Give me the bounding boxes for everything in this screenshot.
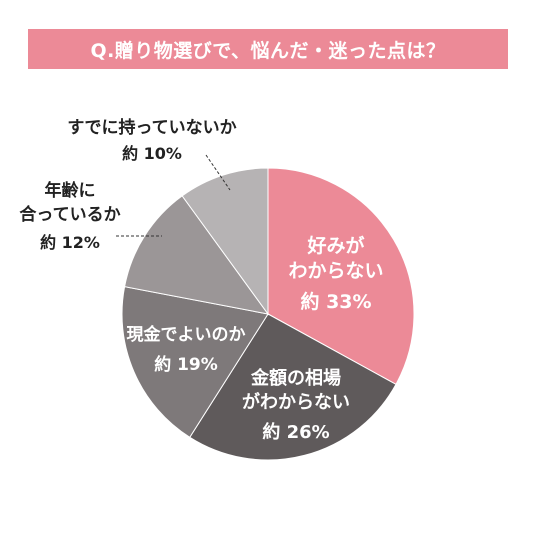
chart-title: Q.贈り物選びで、悩んだ・迷った点は？ <box>90 39 446 62</box>
pie-slices <box>121 167 415 461</box>
title-bar: Q.贈り物選びで、悩んだ・迷った点は？ <box>28 29 508 69</box>
slice-label: 金額の相場がわからない約 26% <box>242 367 350 443</box>
pie-slice <box>189 313 397 461</box>
leader-lines <box>116 154 231 237</box>
pie-slice <box>181 167 269 316</box>
slice-labels: 好みがわからない約 33% 金額の相場がわからない約 26%現金でよいのか約 19… <box>19 117 383 443</box>
slice-label: 好みがわからない約 33% <box>288 234 383 313</box>
pie-slice <box>267 167 415 386</box>
pie-slice <box>124 195 270 315</box>
slice-label: 現金でよいのか約 19% <box>127 324 246 375</box>
slice-label: 年齢に合っているか約 12% <box>19 180 120 252</box>
pie-slice <box>121 286 269 438</box>
slice-label: すでに持っていないか約 10% <box>67 117 236 163</box>
leader-line <box>205 154 231 191</box>
